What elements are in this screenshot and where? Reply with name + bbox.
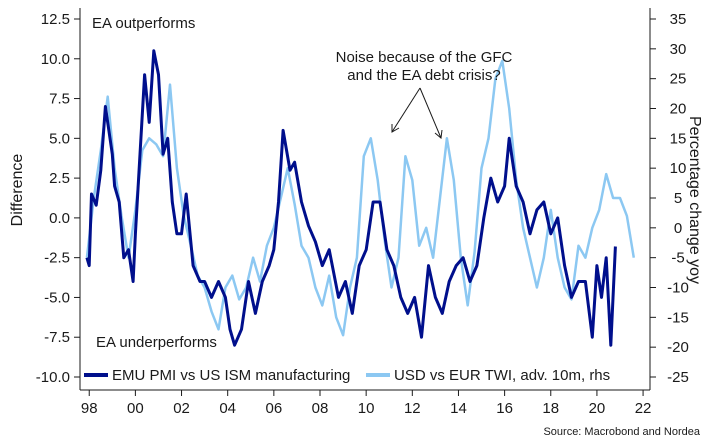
arrow-left-shaft (391, 87, 421, 133)
series-line-usd-eur (85, 59, 636, 337)
right-tick-label: 15 (670, 130, 687, 147)
right-tick-label: -10 (667, 280, 689, 297)
x-tick-label: 22 (635, 400, 652, 417)
x-tick-label: 12 (404, 400, 421, 417)
x-tick-label: 08 (312, 400, 329, 417)
x-tick-label: 06 (266, 400, 283, 417)
legend-label-emu-pmi: EMU PMI vs US ISM manufacturing (112, 367, 350, 384)
right-tick-label: 10 (670, 160, 687, 177)
x-axis-ticks: 98 00 02 04 06 08 10 12 14 16 18 20 22 (81, 390, 652, 417)
left-tick-label: -10.0 (36, 369, 70, 386)
annotation-arrows (391, 87, 443, 139)
right-tick-label: -25 (667, 369, 689, 386)
x-tick-label: 02 (173, 400, 190, 417)
x-tick-label: 98 (81, 400, 98, 417)
series-line-emu-pmi (85, 49, 617, 347)
left-tick-label: -5.0 (44, 289, 70, 306)
left-tick-label: 2.5 (49, 170, 70, 187)
left-tick-label: 5.0 (49, 130, 70, 147)
arrow-right-shaft (419, 87, 442, 139)
annotation-note-line2: and the EA debt crisis? (347, 67, 500, 84)
right-tick-label: 0 (674, 220, 682, 237)
x-tick-label: 14 (450, 400, 467, 417)
right-tick-label: 30 (670, 41, 687, 58)
left-tick-label: 7.5 (49, 91, 70, 108)
right-axis-ticks: 35 30 25 20 15 10 5 0 -5 -10 -15 -20 -25 (650, 11, 689, 386)
source-note: Source: Macrobond and Nordea (543, 426, 700, 438)
legend-label-usd-eur: USD vs EUR TWI, adv. 10m, rhs (394, 367, 610, 384)
right-tick-label: -15 (667, 309, 689, 326)
x-tick-label: 04 (219, 400, 236, 417)
y-axis-left-title: Difference (9, 154, 26, 227)
arrow-right-head (434, 129, 443, 139)
left-axis-ticks: 12.5 10.0 7.5 5.0 2.5 0.0 -2.5 -5.0 -7.5 -10.0 (36, 11, 80, 386)
annotation-ea-underperforms: EA underperforms (96, 334, 217, 351)
x-tick-label: 10 (358, 400, 375, 417)
x-tick-label: 20 (589, 400, 606, 417)
left-tick-label: -2.5 (44, 250, 70, 267)
x-tick-label: 18 (542, 400, 559, 417)
annotation-note-line1: Noise because of the GFC (336, 49, 513, 66)
right-tick-label: 25 (670, 71, 687, 88)
left-tick-label: 0.0 (49, 210, 70, 227)
right-tick-label: 20 (670, 101, 687, 118)
series-lines (85, 49, 636, 347)
left-tick-label: 10.0 (41, 51, 70, 68)
annotation-ea-outperforms: EA outperforms (92, 15, 195, 32)
left-tick-label: -7.5 (44, 329, 70, 346)
arrow-left-head (391, 124, 400, 133)
plot-frame (79, 8, 651, 391)
x-tick-label: 16 (496, 400, 513, 417)
y-axis-right-title: Percentage change yoy (686, 116, 703, 284)
right-tick-label: -5 (671, 250, 684, 267)
right-tick-label: 5 (674, 190, 682, 207)
right-tick-label: -20 (667, 339, 689, 356)
legend: EMU PMI vs US ISM manufacturing USD vs E… (84, 367, 610, 384)
x-tick-label: 00 (127, 400, 144, 417)
right-tick-label: 35 (670, 11, 687, 28)
left-tick-label: 12.5 (41, 11, 70, 28)
